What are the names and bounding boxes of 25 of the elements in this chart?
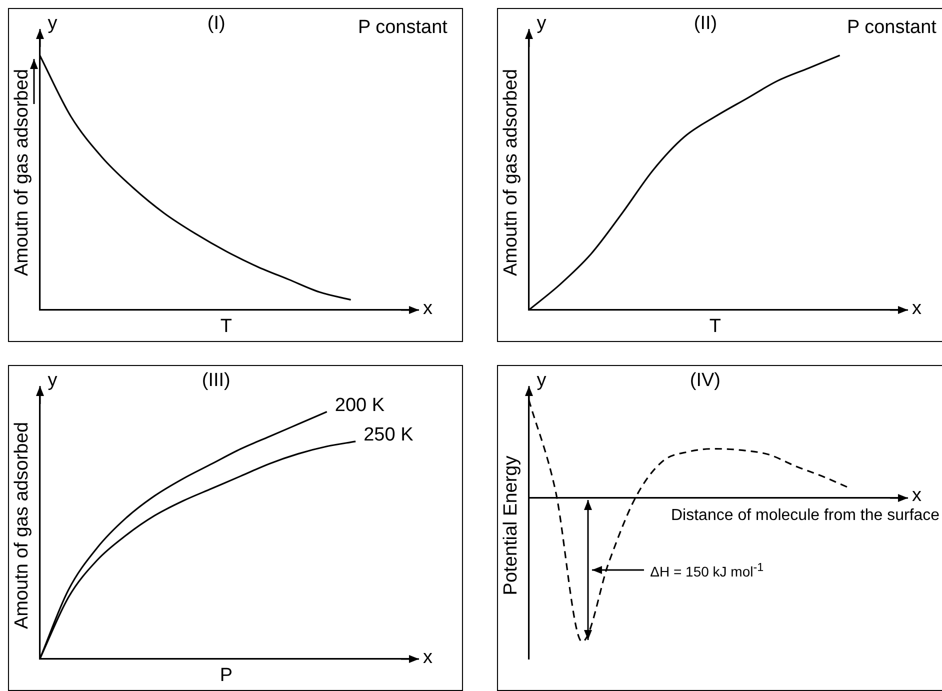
text: x [912, 485, 922, 506]
annotation: ΔH = 150 kJ mol$^{-1}$ [650, 560, 764, 580]
y-axis-title: Amoutn of gas adsorbed [12, 422, 33, 630]
text: y [48, 370, 58, 390]
chart-title: (III) [202, 370, 230, 390]
text: x [423, 646, 432, 668]
text: y [536, 12, 546, 34]
y-axis-title: Amoutn of gas adsorbed [12, 68, 33, 276]
series-label: 250 K [364, 424, 414, 446]
x-axis-title: Distance of molecule from the surface [671, 506, 940, 524]
chart-title: (I) [207, 12, 226, 34]
text: y [536, 370, 546, 390]
text: y [48, 12, 58, 34]
x-axis-title: T [220, 316, 232, 336]
chart-title: (IV) [690, 370, 720, 390]
text: x [423, 298, 432, 318]
y-axis-title: Potential Energy [500, 455, 522, 596]
text: x [912, 298, 922, 318]
text: P constant [358, 16, 448, 38]
chart-title: (II) [694, 12, 718, 34]
text: P constant [847, 16, 936, 38]
series-label: 200 K [334, 395, 385, 416]
y-axis-title: Amoutn of gas adsorbed [500, 68, 522, 276]
x-axis-title: T [709, 316, 721, 336]
x-axis-title: P [220, 664, 233, 686]
